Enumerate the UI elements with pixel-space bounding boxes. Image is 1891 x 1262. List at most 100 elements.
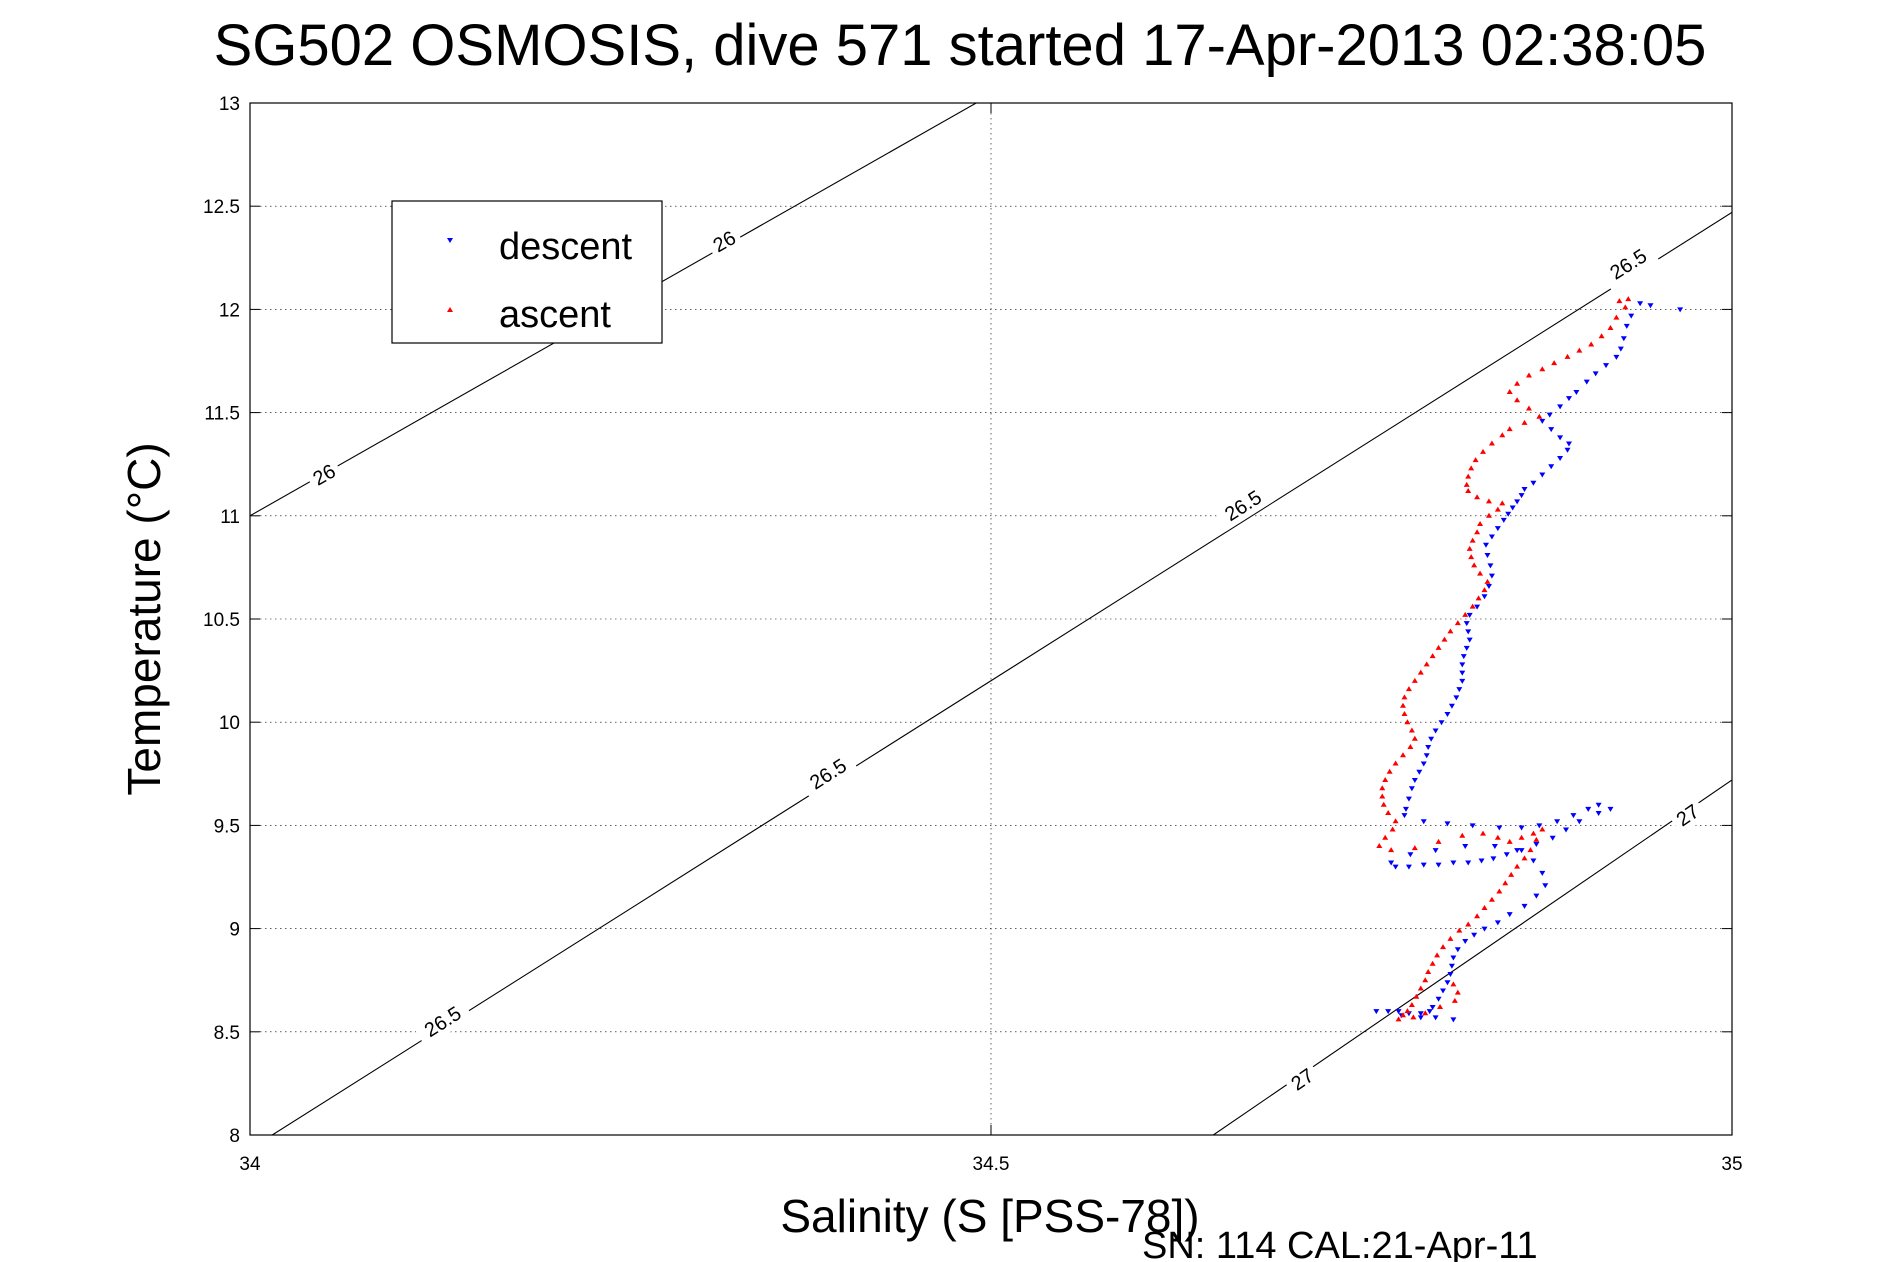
data-point-ascent [1376,843,1383,849]
data-point-descent [1420,862,1427,868]
data-point-descent [1395,1009,1402,1015]
data-point-descent [1465,629,1472,635]
data-point-descent [1423,753,1430,759]
data-point-descent [1407,852,1414,858]
data-point-descent [1490,856,1497,862]
data-point-ascent [1469,603,1476,609]
data-point-descent [1530,480,1537,486]
data-point-descent [1402,806,1409,812]
calibration-footer: SN: 114 CAL:21-Apr-11 [1142,1225,1538,1262]
data-point-ascent [1484,578,1491,584]
data-point-descent [1405,864,1412,870]
data-point-descent [1487,563,1494,569]
data-point-ascent [1422,977,1429,983]
y-tick-label: 9 [229,920,240,941]
data-point-ascent [1382,776,1389,782]
data-point-ascent [1399,1012,1406,1018]
data-point-descent [1459,678,1466,684]
data-point-ascent [1488,440,1495,446]
data-point-ascent [1506,388,1513,394]
data-point-ascent [1413,993,1420,999]
data-point-ascent [1530,830,1537,836]
data-point-ascent [1392,818,1399,824]
data-point-descent [1453,695,1460,701]
data-point-ascent [1429,960,1436,966]
contour-label-bg [1281,1059,1323,1100]
data-point-descent [1432,1015,1439,1021]
data-point-descent [1607,806,1614,812]
data-point-ascent [1508,871,1515,877]
data-point-ascent [1598,333,1605,339]
data-point-descent [1459,662,1466,668]
data-point-descent [1546,412,1553,418]
data-point-descent [1677,307,1684,313]
data-point-ascent [1499,500,1506,506]
data-point-ascent [1539,366,1546,372]
data-point-ascent [1399,702,1406,708]
data-point-descent [1518,493,1525,499]
data-point-ascent [1405,686,1412,692]
data-point-descent [1438,720,1445,726]
data-point-descent [1518,825,1525,831]
data-point-descent [1462,938,1469,944]
data-point-descent [1573,389,1580,395]
y-tick-label: 9.5 [214,816,240,837]
data-point-ascent [1468,465,1475,471]
data-point-descent [1459,670,1466,676]
data-point-ascent [1440,944,1447,950]
x-tick-label: 34 [239,1154,261,1175]
data-point-ascent [1465,473,1472,479]
data-point-descent [1620,336,1627,342]
data-point-descent [1478,858,1485,864]
data-point-descent [1417,1015,1424,1021]
data-point-descent [1405,796,1412,802]
x-tick-label: 34.5 [973,1154,1010,1175]
data-point-descent [1570,813,1577,819]
x-tick-label: 35 [1721,1154,1742,1175]
data-point-descent [1563,827,1570,833]
data-point-ascent [1576,347,1583,353]
data-point-ascent [1469,537,1476,543]
data-point-descent [1484,553,1491,559]
data-point-ascent [1622,304,1629,310]
data-point-descent [1432,848,1439,854]
contour-label-bg [412,995,474,1048]
data-point-descent [1420,761,1427,767]
data-point-descent [1564,447,1571,453]
data-point-ascent [1454,989,1461,995]
data-point-ascent [1475,595,1482,601]
data-point-ascent [1462,611,1469,617]
data-point-ascent [1474,913,1481,919]
data-point-descent [1494,526,1501,532]
data-point-ascent [1389,826,1396,832]
data-point-ascent [1514,380,1521,386]
data-point-ascent [1480,448,1487,454]
data-point-descent [1465,860,1472,866]
contour-label-bg [703,222,745,261]
data-point-descent [1494,920,1501,926]
data-point-ascent [1471,562,1478,568]
data-point-ascent [1399,752,1406,758]
data-point-descent [1482,542,1489,548]
data-point-ascent [1477,521,1484,527]
data-point-descent [1647,303,1654,309]
data-point-ascent [1459,832,1466,838]
contour-label-bg [797,747,859,800]
data-point-ascent [1525,405,1532,411]
tick-marks [249,102,1733,1136]
data-point-descent [1536,823,1543,829]
data-point-ascent [1401,710,1408,716]
data-point-descent [1500,517,1507,523]
data-point-ascent [1407,743,1414,749]
data-point-descent [1444,821,1451,827]
data-point-ascent [1485,498,1492,504]
data-point-descent [1388,860,1395,866]
data-point-descent [1554,819,1561,825]
data-point-ascent [1588,341,1595,347]
data-point-descent [1385,1009,1392,1015]
legend-ascent-label: ascent [499,294,611,336]
data-point-ascent [1564,353,1571,359]
data-point-descent [1450,860,1457,866]
data-point-descent [1456,687,1463,693]
data-point-descent [1428,736,1435,742]
